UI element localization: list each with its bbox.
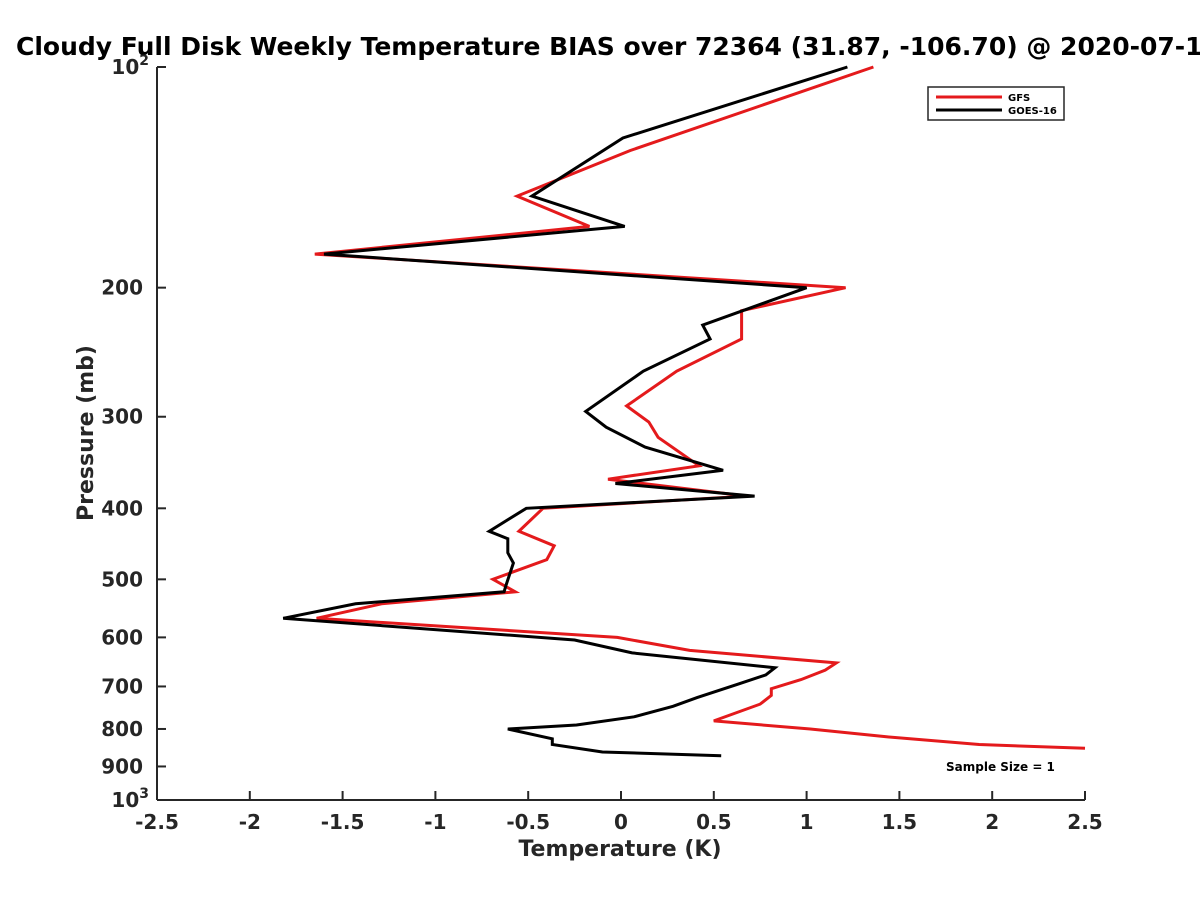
x-tick-label: -2.5 (135, 810, 179, 834)
x-tick-label: 0.5 (696, 810, 731, 834)
y-tick-label: 400 (101, 496, 143, 520)
y-tick-label: 900 (101, 754, 143, 778)
x-axis-label: Temperature (K) (518, 837, 721, 862)
y-tick-label: 700 (101, 674, 143, 698)
series-layer (282, 65, 1086, 758)
legend: GFS GOES-16 (927, 86, 1065, 121)
x-tick-label: -0.5 (506, 810, 550, 834)
y-tick-label: 800 (101, 717, 143, 741)
x-tick-label: -1 (424, 810, 446, 834)
y-tick-label: 102 (111, 53, 149, 79)
x-tick-label: 1 (800, 810, 814, 834)
chart-title: Cloudy Full Disk Weekly Temperature BIAS… (16, 32, 1200, 61)
legend-label-gfs: GFS (1008, 93, 1030, 104)
x-tick-label: 1.5 (882, 810, 917, 834)
y-tick-label: 300 (101, 405, 143, 429)
x-tick-label: 2 (985, 810, 999, 834)
series-line-goes-16 (282, 65, 848, 758)
x-tick-label: -2 (239, 810, 261, 834)
y-tick-label: 103 (111, 786, 149, 812)
y-tick-label: 500 (101, 567, 143, 591)
sample-size-annotation: Sample Size = 1 (946, 760, 1055, 774)
series-line-gfs (314, 65, 1086, 750)
axes: -2.5 -2 -1.5 -1 -0.5 0 0.5 1 1.5 2 2.5 102 200 300 400… (101, 53, 1102, 834)
x-tick-label: 0 (614, 810, 628, 834)
y-tick-label: 600 (101, 625, 143, 649)
x-tick-label: 2.5 (1067, 810, 1102, 834)
y-axis-label: Pressure (mb) (74, 345, 99, 521)
y-tick-label: 200 (101, 276, 143, 300)
x-tick-label: -1.5 (321, 810, 365, 834)
legend-box (927, 86, 1065, 121)
legend-label-goes-16: GOES-16 (1008, 106, 1057, 117)
